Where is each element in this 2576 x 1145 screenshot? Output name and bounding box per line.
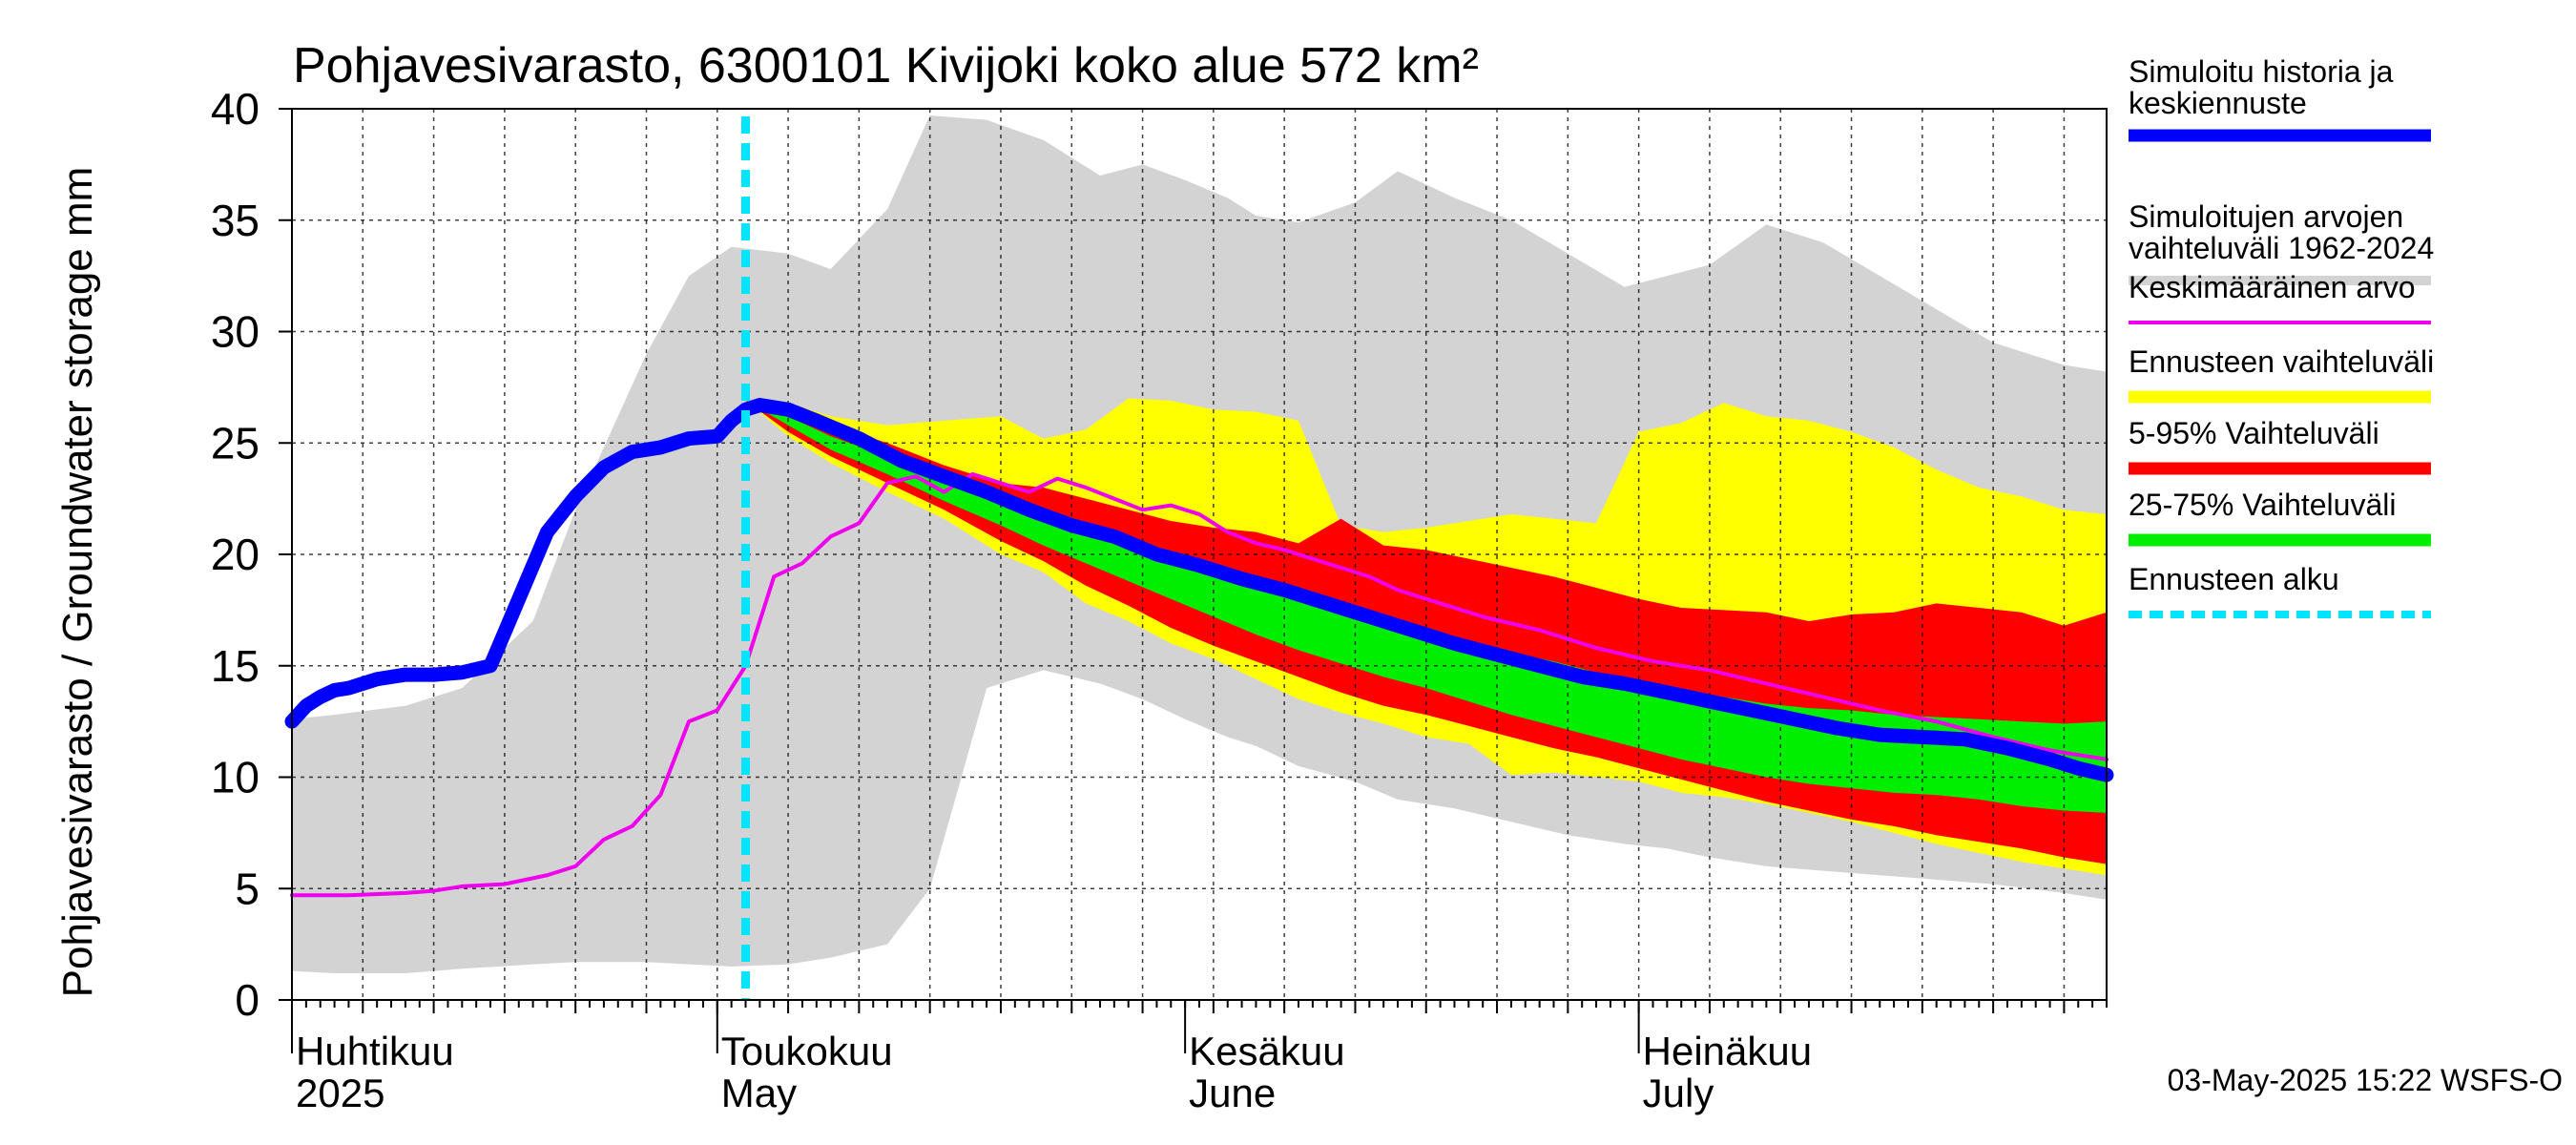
month-label-en: May	[721, 1071, 797, 1115]
legend-label: Simuloitujen arvojen	[2129, 199, 2403, 234]
month-label-en: 2025	[296, 1071, 384, 1115]
legend-item-mean: Keskimääräinen arvo	[2129, 270, 2431, 324]
y-tick-label: 35	[211, 196, 260, 245]
y-tick-label: 30	[211, 307, 260, 357]
month-label-en: June	[1189, 1071, 1276, 1115]
legend-label: Ennusteen alku	[2129, 562, 2339, 596]
legend-label: Keskimääräinen arvo	[2129, 270, 2416, 304]
legend-item-p5-95: 5-95% Vaihteluväli	[2129, 416, 2431, 475]
lines-layer	[284, 116, 2114, 1000]
month-label: Kesäkuu	[1189, 1029, 1344, 1073]
month-label-en: July	[1643, 1071, 1714, 1115]
chart-footer-timestamp: 03-May-2025 15:22 WSFS-O	[2168, 1063, 2563, 1097]
grid-layer	[292, 109, 2107, 1000]
legend-label-line2: vaihteluväli 1962-2024	[2129, 231, 2434, 265]
legend-label: Ennusteen vaihteluväli	[2129, 344, 2434, 379]
series-line-mean	[290, 471, 2109, 898]
legend-label: 5-95% Vaihteluväli	[2129, 416, 2379, 450]
legend-label: 25-75% Vaihteluväli	[2129, 488, 2396, 522]
legend: Simuloitu historia jakeskiennusteSimuloi…	[2129, 54, 2434, 618]
y-tick-label: 20	[211, 530, 260, 579]
y-tick-label: 40	[211, 84, 260, 134]
legend-item-forecast-range: Ennusteen vaihteluväli	[2129, 344, 2434, 404]
month-label: Huhtikuu	[296, 1029, 454, 1073]
y-tick-label: 5	[235, 864, 260, 913]
series-line-history	[284, 398, 2114, 782]
month-label: Toukokuu	[721, 1029, 893, 1073]
axis-layer: 0510152025303540Huhtikuu2025ToukokuuMayK…	[211, 84, 2108, 1115]
y-tick-label: 15	[211, 641, 260, 691]
series-layer	[292, 109, 2107, 1000]
y-axis-label: Pohjavesivarasto / Groundwater storage m…	[54, 167, 101, 998]
legend-label-line2: keskiennuste	[2129, 86, 2307, 120]
y-tick-label: 10	[211, 753, 260, 802]
month-label: Heinäkuu	[1643, 1029, 1812, 1073]
legend-item-p25-75: 25-75% Vaihteluväli	[2129, 488, 2431, 547]
legend-label: Simuloitu historia ja	[2129, 54, 2394, 89]
legend-item-forecast-start: Ennusteen alku	[2129, 562, 2431, 618]
y-tick-label: 0	[235, 975, 260, 1025]
y-tick-label: 25	[211, 418, 260, 468]
chart-title: Pohjavesivarasto, 6300101 Kivijoki koko …	[293, 38, 1479, 94]
